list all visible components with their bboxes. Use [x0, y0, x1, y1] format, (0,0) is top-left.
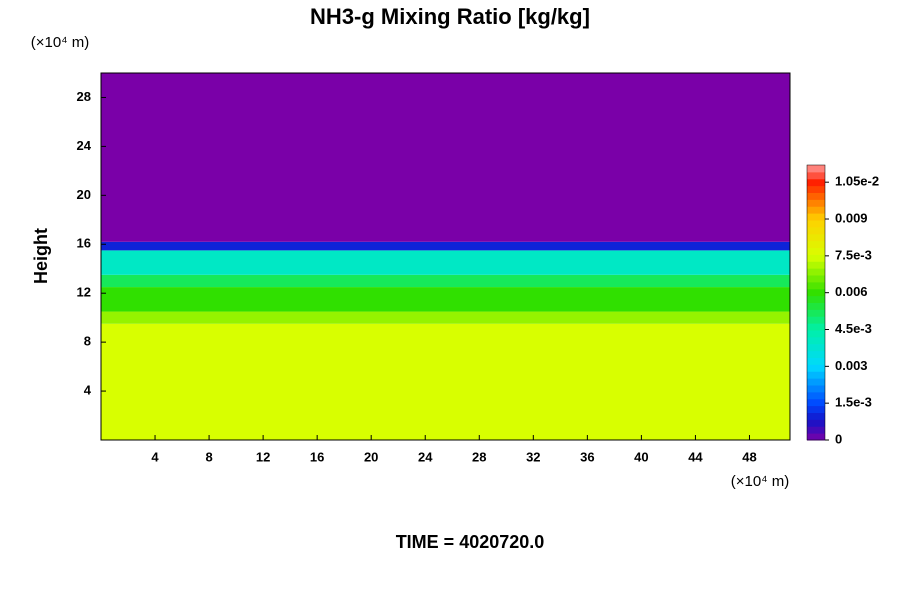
contour-band [101, 274, 790, 288]
colorbar-swatch [807, 295, 825, 303]
footer: TIME = 4020720.0 [396, 532, 545, 552]
colorbar-swatch [807, 316, 825, 324]
colorbar-swatch [807, 350, 825, 358]
colorbar-swatch [807, 275, 825, 283]
colorbar-swatch [807, 254, 825, 262]
colorbar-swatch [807, 171, 825, 180]
contour-band [101, 323, 790, 440]
colorbar-swatch [807, 357, 825, 365]
y-tick-label: 16 [77, 236, 91, 251]
colorbar-swatch [807, 405, 825, 413]
x-tick-label: 40 [634, 449, 648, 464]
colorbar-swatch [807, 378, 825, 386]
x-tick-label: 8 [205, 449, 212, 464]
colorbar-tick-label: 0 [835, 431, 842, 446]
colorbar-swatch [807, 426, 825, 434]
colorbar-swatch [807, 330, 825, 338]
y-tick-label: 24 [77, 138, 92, 153]
colorbar-swatch [807, 281, 825, 290]
y-unit: (×10⁴ m) [31, 34, 90, 51]
x-tick-label: 36 [580, 449, 594, 464]
x-tick-label: 4 [151, 449, 159, 464]
y-tick-label: 28 [77, 89, 91, 104]
colorbar-swatch [807, 220, 825, 228]
colorbar-swatch [807, 233, 825, 242]
colorbar-swatch [807, 412, 825, 420]
colorbar-swatch [807, 268, 825, 276]
y-tick-label: 8 [84, 334, 91, 349]
colorbar-swatch [807, 178, 825, 187]
colorbar-tick-label: 4.5e-3 [835, 321, 872, 336]
colorbar-swatch [807, 302, 825, 310]
colorbar-swatch [807, 192, 825, 200]
colorbar-tick-label: 7.5e-3 [835, 247, 872, 262]
colorbar-swatch [807, 226, 825, 235]
y-tick-label: 4 [84, 383, 92, 398]
colorbar-tick-label: 1.05e-2 [835, 174, 879, 189]
colorbar-swatch [807, 199, 825, 207]
colorbar-swatch [807, 247, 825, 255]
contour-band [101, 241, 790, 251]
colorbar-swatch [807, 364, 825, 372]
x-tick-label: 32 [526, 449, 540, 464]
x-tick-label: 44 [688, 449, 703, 464]
colorbar-swatch [807, 391, 825, 400]
plot-frame [100, 72, 791, 441]
colorbar-swatch [807, 288, 825, 297]
x-tick-label: 28 [472, 449, 486, 464]
x-tick-label: 48 [742, 449, 756, 464]
colorbar-swatch [807, 336, 825, 345]
chart-title: NH3-g Mixing Ratio [kg/kg] [310, 4, 590, 29]
colorbar-swatch [807, 371, 825, 379]
x-unit: (×10⁴ m) [731, 473, 790, 490]
colorbar-swatch [807, 240, 825, 248]
contour-band [101, 250, 790, 275]
contour-band [101, 311, 790, 324]
x-tick-label: 16 [310, 449, 324, 464]
colorbar-swatch [807, 261, 825, 269]
y-axis-label: Height [31, 228, 51, 284]
colorbar-swatch [807, 165, 825, 173]
colorbar-swatch [807, 323, 825, 331]
colorbar-swatch [807, 309, 825, 317]
colorbar-swatch [807, 206, 825, 214]
colorbar-swatch [807, 433, 825, 441]
colorbar-swatch [807, 398, 825, 407]
contour-band [101, 73, 790, 242]
y-tick-label: 12 [77, 285, 91, 300]
x-tick-label: 12 [256, 449, 270, 464]
colorbar-tick-label: 1.5e-3 [835, 395, 872, 410]
colorbar-swatch [807, 343, 825, 352]
colorbar-tick-label: 0.009 [835, 210, 868, 225]
x-tick-label: 20 [364, 449, 378, 464]
contour-band [101, 287, 790, 312]
colorbar-swatch [807, 213, 825, 221]
colorbar-tick-label: 0.003 [835, 358, 868, 373]
colorbar-swatch [807, 419, 825, 427]
y-tick-label: 20 [77, 187, 91, 202]
colorbar-frame [806, 164, 826, 441]
x-tick-label: 24 [418, 449, 433, 464]
colorbar-swatch [807, 185, 825, 193]
colorbar-swatch [807, 385, 825, 393]
colorbar-tick-label: 0.006 [835, 284, 868, 299]
